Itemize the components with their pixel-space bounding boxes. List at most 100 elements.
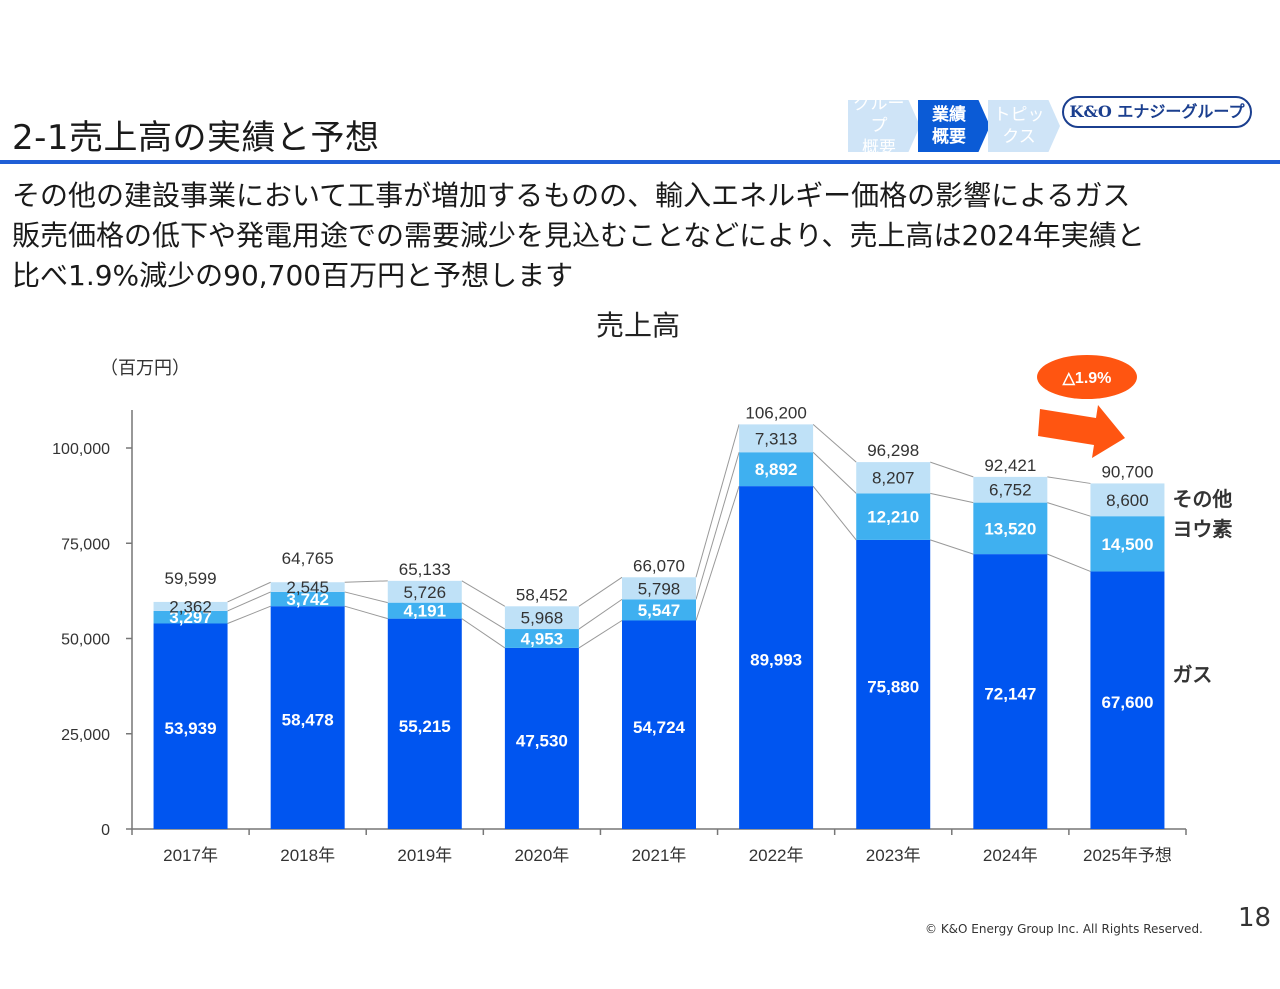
bar-other [153,601,228,611]
y-tick-label: 0 [101,822,110,839]
copyright: © K&O Energy Group Inc. All Rights Reser… [925,922,1203,936]
bar-iodine [739,452,814,487]
bar-other-label: 5,968 [521,609,564,628]
legend-gas: ガス [1172,663,1212,687]
series-connector [461,618,506,649]
bar-other [622,577,696,600]
nav-tab-group-overview[interactable]: グループ 概要 [848,100,920,152]
bar-gas [856,539,931,829]
bar-total-label: 92,421 [984,456,1036,475]
bar-gas [153,623,228,829]
bar-other [270,582,345,592]
header-divider [0,160,1280,164]
bar-iodine [153,610,228,624]
series-connector [695,452,740,600]
legend-iodine: ヨウ素 [1172,517,1232,541]
bar-gas-label: 72,147 [984,685,1036,704]
bar-total-label: 106,200 [745,403,806,422]
bar-other-label: 8,207 [872,469,915,488]
chart-title: 売上高 [596,309,680,342]
series-connector [344,605,388,620]
series-connector [812,424,857,463]
bar-other [1090,483,1165,517]
x-tick-label: 2025年予想 [1083,846,1172,865]
series-connector [695,485,740,621]
series-connector [227,591,271,612]
nav-tab-performance-overview[interactable]: 業績 概要 [918,100,990,152]
nav-tab-line2: 概要 [932,127,966,147]
x-tick-label: 2024年 [983,846,1038,865]
nav-tab-line1: 業績 [932,105,966,125]
legend-other: その他 [1172,487,1232,511]
bar-iodine-label: 4,953 [521,629,564,648]
change-badge [1037,355,1137,399]
bar-iodine-label: 14,500 [1101,535,1153,554]
bar-iodine-label: 3,297 [169,608,212,627]
x-tick-label: 2023年 [866,846,921,865]
bar-other-label: 5,726 [404,583,447,602]
bar-iodine-label: 4,191 [404,602,447,621]
nav-tab-line1: トピッ [993,105,1045,125]
summary-line-1: その他の建設事業において工事が増加するものの、輸入エネルギー価格の影響によるガス [12,179,1131,212]
bar-gas-label: 58,478 [282,711,334,730]
y-axis-unit: （百万円） [100,358,190,379]
bar-iodine-label: 8,892 [755,460,798,479]
series-connector [812,451,857,494]
summary-line-2: 販売価格の低下や発電用途での需要減少を見込むことなどにより、売上高は2024年実… [12,219,1145,252]
bar-iodine-label: 13,520 [984,519,1036,538]
bar-iodine [856,493,931,540]
bar-total-label: 64,765 [282,549,334,568]
series-connector [461,602,506,630]
bar-iodine [622,599,696,621]
bar-gas [739,486,814,829]
bar-gas-label: 75,880 [867,677,919,696]
x-tick-label: 2017年 [163,846,218,865]
change-badge-label: △1.9% [1062,370,1112,387]
bar-gas-label: 47,530 [516,731,568,750]
trend-arrow-icon [1038,405,1125,458]
nav-tab-topics[interactable]: トピッ クス [988,100,1060,152]
bar-other [739,424,814,453]
bar-other [387,580,462,603]
series-connector [344,580,388,583]
bar-other-label: 6,752 [989,481,1032,500]
bar-other-label: 2,362 [169,597,212,616]
bar-gas [622,620,696,829]
bar-gas [973,554,1048,829]
y-tick-label: 75,000 [61,536,110,553]
bar-other [856,462,931,494]
bar-gas [1090,571,1165,829]
bar-other [973,476,1048,503]
nav-tab-line1: グループ [853,94,905,136]
bar-iodine [1090,516,1165,572]
x-tick-label: 2019年 [397,846,452,865]
bar-total-label: 96,298 [867,441,919,460]
series-connector [930,492,974,504]
x-tick-label: 2021年 [632,846,687,865]
summary-text: その他の建設事業において工事が増加するものの、輸入エネルギー価格の影響によるガス… [12,176,1272,296]
bar-other-label: 2,545 [286,578,329,597]
bar-gas-label: 54,724 [633,718,686,737]
bar-gas-label: 53,939 [165,719,217,738]
series-connector [578,598,623,630]
series-connector [812,485,857,541]
series-connector [227,605,271,624]
x-tick-label: 2020年 [514,846,569,865]
bar-iodine [973,502,1048,555]
series-connector [1047,476,1091,484]
series-connector [578,576,623,607]
bar-other-label: 7,313 [755,429,798,448]
bar-total-label: 65,133 [399,560,451,579]
x-tick-label: 2022年 [749,846,804,865]
bar-iodine [387,602,462,619]
bar-gas-label: 67,600 [1101,693,1153,712]
bar-other-label: 8,600 [1106,491,1149,510]
page-number: 18 [1238,903,1272,933]
bar-iodine [270,591,345,607]
bar-total-label: 58,452 [516,585,568,604]
x-tick-label: 2018年 [280,846,335,865]
series-connector [227,581,271,603]
bar-total-label: 66,070 [633,556,685,575]
bar-gas [270,606,345,829]
